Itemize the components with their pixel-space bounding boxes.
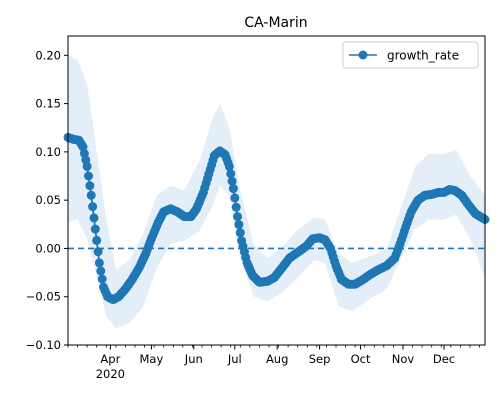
- legend-marker-swatch: [358, 50, 368, 60]
- confidence-band-layer: [68, 55, 485, 329]
- data-point: [231, 202, 241, 212]
- x-tick-label: Oct: [351, 352, 371, 366]
- data-point: [96, 266, 106, 276]
- x-tick-label: Jul: [227, 352, 242, 366]
- y-tick-label: 0.15: [35, 97, 61, 111]
- data-point: [228, 184, 238, 194]
- data-point: [85, 181, 95, 191]
- data-point: [86, 190, 96, 200]
- data-point: [93, 247, 103, 257]
- data-point: [88, 202, 98, 212]
- x-tick-sublabel: 2020: [96, 367, 125, 381]
- data-point: [227, 176, 237, 186]
- y-tick-label: 0.20: [35, 48, 61, 62]
- data-point: [84, 171, 93, 181]
- plot-frame: [67, 35, 486, 346]
- chart-title: CA-Marin: [244, 15, 307, 31]
- legend-label: growth_rate: [387, 49, 459, 63]
- data-point: [82, 161, 92, 171]
- data-point: [224, 161, 234, 171]
- data-point: [90, 224, 100, 234]
- confidence-band: [68, 55, 485, 329]
- data-point: [226, 169, 236, 179]
- data-point: [234, 220, 244, 230]
- data-point: [235, 228, 245, 238]
- y-tick-label: −0.05: [26, 290, 61, 304]
- x-tick-label: Jun: [184, 352, 203, 366]
- y-tick-label: 0.10: [35, 145, 61, 159]
- x-tick-label: Sep: [309, 352, 331, 366]
- legend: growth_rate: [342, 41, 479, 69]
- x-tick-label: May: [140, 352, 164, 366]
- x-tick-label: Aug: [266, 352, 288, 366]
- x-tick-label: Apr: [100, 352, 120, 366]
- series-layer: [63, 132, 490, 305]
- y-tick-label: 0.05: [35, 193, 61, 207]
- y-tick-label: 0.00: [35, 241, 61, 255]
- data-point: [233, 212, 242, 222]
- data-point: [94, 258, 104, 268]
- x-tick-label: Dec: [433, 352, 455, 366]
- y-tick-label: −0.10: [26, 338, 61, 352]
- legend-box: [342, 41, 479, 69]
- data-point: [97, 274, 107, 284]
- x-tick-label: Nov: [392, 352, 415, 366]
- data-point: [89, 213, 99, 223]
- data-point: [230, 193, 240, 203]
- data-point: [92, 235, 102, 245]
